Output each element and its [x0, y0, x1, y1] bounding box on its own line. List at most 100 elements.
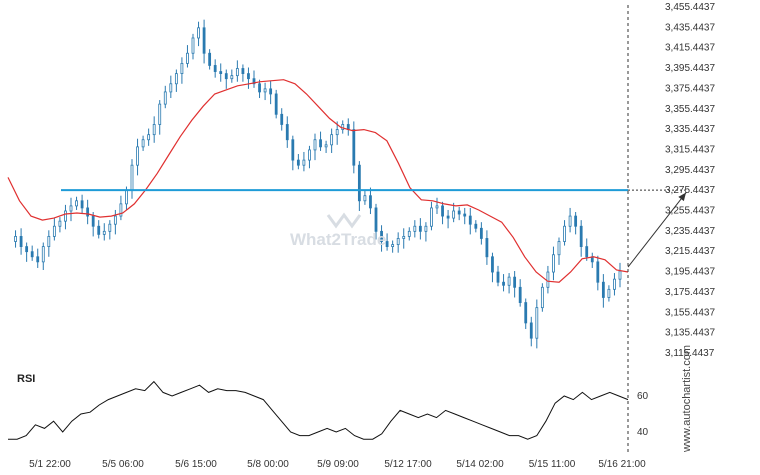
price-tick-label: 3,255.4437: [665, 206, 715, 217]
candle-body: [330, 134, 334, 146]
price-tick-label: 3,355.4437: [665, 104, 715, 115]
logo-mark-icon: [326, 212, 362, 229]
candle-body: [308, 149, 311, 161]
candle-body: [463, 213, 467, 217]
time-tick-label: 5/5 06:00: [102, 459, 144, 470]
moving-average-line: [7, 79, 629, 283]
candle-body: [235, 68, 239, 77]
candle-body: [52, 225, 56, 237]
candle-body: [247, 73, 250, 80]
candle-body: [402, 236, 406, 239]
candle-body: [125, 190, 128, 205]
candle-body: [385, 241, 389, 247]
price-tick-label: 3,315.4437: [665, 144, 715, 155]
price-tick-label: 3,175.4437: [665, 287, 715, 298]
candle-body: [552, 254, 555, 273]
candle-body: [191, 37, 195, 54]
candle-body: [413, 225, 417, 232]
candle-body: [197, 27, 200, 39]
candle-body: [474, 223, 478, 229]
candle-body: [457, 210, 461, 215]
candle-body: [30, 251, 34, 258]
candle-body: [80, 200, 84, 209]
time-tick-label: 5/9 09:00: [317, 459, 359, 470]
candle-body: [441, 205, 444, 217]
candle-body: [335, 129, 339, 136]
candle-body: [479, 227, 483, 239]
watermark-site: www.autochartist.com: [681, 345, 693, 453]
candle-body: [186, 52, 189, 64]
candle-body: [468, 215, 472, 225]
candle-body: [446, 215, 450, 219]
candle-body: [158, 103, 162, 125]
candle-body: [319, 139, 322, 148]
candle-body: [113, 215, 117, 225]
watermark-brand: What2Trade: [290, 230, 386, 249]
candle-body: [230, 75, 234, 80]
rsi-tick-label: 40: [637, 427, 649, 438]
candle-body: [424, 225, 428, 232]
candle-body: [435, 205, 439, 209]
price-tick-label: 3,215.4437: [665, 246, 715, 257]
time-tick-label: 5/8 00:00: [247, 459, 289, 470]
candle-body: [374, 207, 378, 232]
time-tick-label: 5/15 11:00: [529, 459, 576, 470]
candle-body: [502, 281, 505, 286]
forecast-arrowhead: [678, 192, 686, 202]
candle-body: [540, 286, 544, 309]
candle-body: [418, 225, 422, 232]
candle-body: [163, 91, 167, 105]
candle-body: [535, 307, 539, 339]
candle-body: [36, 256, 40, 263]
forecast-arrow: [627, 192, 687, 268]
candle-body: [69, 205, 73, 212]
watermark-logo: What2Trade: [290, 212, 386, 249]
candle-body: [341, 124, 345, 130]
candle-body: [485, 238, 489, 258]
price-tick-label: 3,195.4437: [665, 267, 715, 278]
candle-body: [108, 223, 112, 232]
candle-body: [252, 78, 256, 85]
price-tick-label: 3,375.4437: [665, 83, 715, 94]
candle-body: [596, 261, 600, 283]
price-tick-label: 3,155.4437: [665, 307, 715, 318]
price-tick-label: 3,235.4437: [665, 226, 715, 237]
candle-body: [507, 276, 511, 286]
candle-body: [430, 207, 433, 227]
candle-body: [147, 134, 151, 141]
candle-body: [496, 271, 500, 283]
candle-body: [518, 286, 522, 303]
candle-body: [407, 230, 411, 237]
candle-body: [579, 225, 583, 247]
candle-body: [14, 236, 17, 242]
candle-body: [601, 281, 605, 298]
candle-body: [152, 124, 156, 136]
candle-body: [141, 139, 145, 148]
candle-body: [263, 88, 267, 93]
candle-body: [219, 71, 223, 74]
candle-body: [19, 236, 23, 247]
price-tick-label: 3,435.4437: [665, 22, 715, 33]
candle-body: [119, 203, 123, 217]
candle-body: [357, 164, 361, 202]
candle-body: [568, 215, 572, 227]
candle-body: [41, 246, 45, 263]
candle-body: [136, 146, 139, 166]
candle-body: [86, 207, 90, 217]
candle-body: [452, 210, 456, 219]
candle-body: [213, 65, 217, 72]
time-tick-label: 5/1 22:00: [29, 459, 71, 470]
price-tick-label: 3,295.4437: [665, 165, 715, 176]
candle-body: [524, 302, 528, 324]
candle-body: [513, 276, 517, 288]
rsi-title: RSI: [17, 373, 35, 385]
rsi-tick-label: 60: [637, 391, 649, 402]
candle-body: [574, 215, 578, 227]
candle-body: [363, 195, 367, 202]
time-tick-label: 5/6 15:00: [175, 459, 217, 470]
candle-body: [618, 270, 622, 280]
candle-body: [546, 271, 550, 288]
candle-body: [302, 159, 306, 166]
candle-body: [75, 200, 78, 207]
